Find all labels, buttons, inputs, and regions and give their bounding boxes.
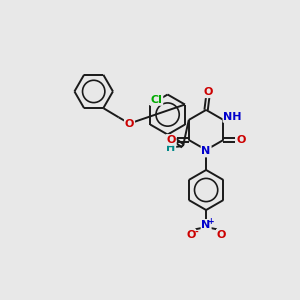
Text: O: O	[167, 135, 176, 145]
Text: -: -	[194, 228, 198, 237]
Text: H: H	[166, 143, 175, 153]
Text: O: O	[125, 118, 134, 128]
Text: O: O	[186, 230, 195, 240]
Text: O: O	[217, 230, 226, 240]
Text: N: N	[202, 146, 211, 157]
Text: +: +	[207, 217, 213, 226]
Text: O: O	[236, 135, 246, 145]
Text: Cl: Cl	[151, 95, 162, 105]
Text: O: O	[204, 87, 213, 97]
Text: NH: NH	[224, 112, 242, 122]
Text: N: N	[202, 220, 211, 230]
